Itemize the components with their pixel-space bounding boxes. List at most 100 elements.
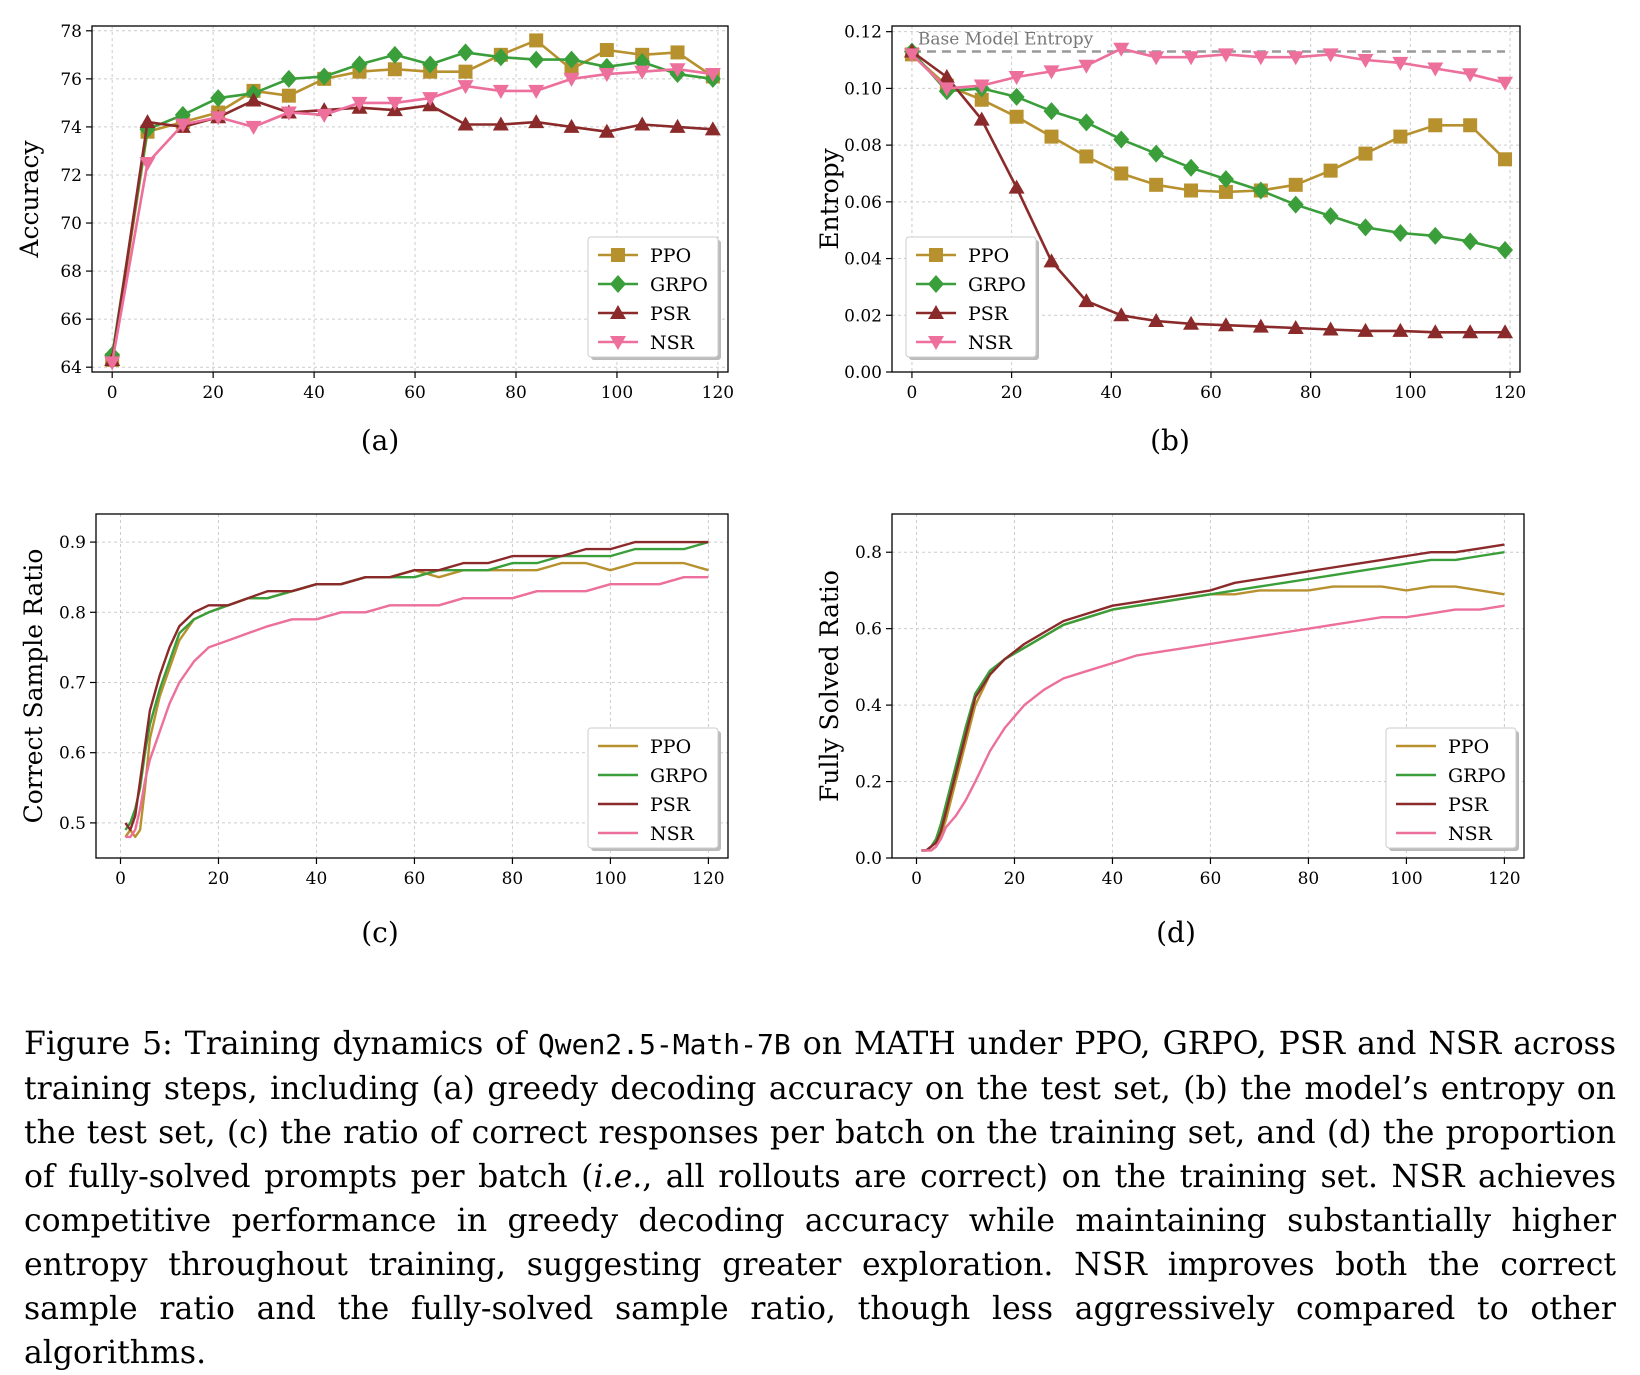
data-point-grpo <box>1392 224 1409 243</box>
data-point-psr <box>139 114 156 129</box>
series-nsr <box>921 604 1505 852</box>
data-point-ppo <box>529 33 544 48</box>
x-tick-label: 40 <box>1102 869 1124 889</box>
series-line-psr <box>911 50 1505 334</box>
plot-frame <box>91 25 729 373</box>
caption-model-name: Qwen2.5-Math-7B <box>537 1028 791 1061</box>
series-line-psr <box>921 543 1505 852</box>
x-tick-label: 80 <box>502 869 524 889</box>
y-tick-label: 68 <box>60 262 82 282</box>
data-point-nsr <box>1392 56 1409 71</box>
legend-label-psr: PSR <box>650 303 691 325</box>
x-tick-label: 20 <box>208 869 230 889</box>
y-tick-label: 0.7 <box>59 673 86 693</box>
y-tick-label: 0.12 <box>844 23 882 43</box>
data-point-grpo <box>563 50 580 69</box>
data-point-psr <box>598 123 615 138</box>
y-tick-label: 0.4 <box>855 696 882 716</box>
y-tick-label: 0.2 <box>855 773 882 793</box>
x-tick-label: 0 <box>911 869 922 889</box>
data-point-grpo <box>351 55 368 74</box>
y-tick-label: 64 <box>60 358 82 378</box>
data-point-ppo <box>1463 118 1478 133</box>
data-point-psr <box>1078 293 1095 308</box>
x-tick-label: 0 <box>107 383 118 403</box>
caption-ie: i.e. <box>593 1159 643 1195</box>
x-tick-label: 60 <box>1200 869 1222 889</box>
accuracy-chart: 0 20 40 60 80 100 120 64 66 68 70 72 74 76 78 Accuracy P… <box>15 22 734 403</box>
legend-label-ppo: PPO <box>968 245 1009 267</box>
y-tick-label: 76 <box>60 70 82 90</box>
x-tick-label: 120 <box>702 383 734 403</box>
data-point-psr <box>245 92 262 107</box>
chart-panel-b: 0 20 40 60 80 100 120 0.00 0.02 0.04 0.06 0.08 0.10 0… <box>800 0 1580 460</box>
data-point-grpo <box>1113 130 1130 149</box>
data-point-ppo <box>1114 166 1129 181</box>
x-tick-label: 0 <box>115 869 126 889</box>
legend-label-nsr: NSR <box>1448 823 1493 845</box>
chart-panel-c: 0 20 40 60 80 100 120 0.5 0.6 0.7 0.8 0.9 Correct Sa… <box>0 490 780 950</box>
plot-frame <box>891 25 1521 373</box>
data-point-grpo <box>1322 207 1339 226</box>
data-point-grpo <box>1008 87 1025 106</box>
legend: PPO GRPO PSR NSR <box>587 236 721 360</box>
data-point-nsr <box>704 68 721 83</box>
data-point-nsr <box>973 79 990 94</box>
legend-marker-psr <box>928 305 944 319</box>
x-tick-label: 80 <box>505 383 527 403</box>
axis-ticks: 0 20 40 60 80 100 120 64 66 68 70 72 74 76 78 <box>60 22 734 403</box>
legend-label-ppo: PPO <box>650 245 691 267</box>
fully-solved-ratio-chart: 0 20 40 60 80 100 120 0.0 0.2 0.4 0.6 0.8 Fully Solv… <box>815 513 1525 889</box>
legend-label-nsr: NSR <box>650 332 695 354</box>
data-point-psr <box>1252 318 1269 333</box>
data-point-psr <box>1287 320 1304 335</box>
data-point-grpo <box>1252 181 1269 200</box>
data-point-psr <box>704 121 721 136</box>
data-point-ppo <box>1358 146 1373 161</box>
data-point-nsr <box>492 84 509 99</box>
x-tick-label: 20 <box>202 383 224 403</box>
x-tick-label: 120 <box>1488 869 1520 889</box>
data-point-psr <box>1357 322 1374 337</box>
data-point-psr <box>1148 312 1165 327</box>
data-point-nsr <box>457 80 474 95</box>
data-point-nsr <box>139 156 156 171</box>
data-point-nsr <box>1287 51 1304 66</box>
data-point-psr <box>1497 324 1514 339</box>
data-point-psr <box>634 116 651 131</box>
data-point-ppo <box>387 62 402 77</box>
caption-part-1: Figure 5: Training dynamics of <box>24 1026 538 1062</box>
data-point-nsr <box>1078 59 1095 74</box>
y-tick-label: 0.02 <box>844 306 882 326</box>
legend-marker-grpo <box>610 275 626 293</box>
y-axis-label: Correct Sample Ratio <box>19 549 48 824</box>
data-point-grpo <box>386 45 403 64</box>
legend-marker-nsr <box>610 336 626 350</box>
x-tick-label: 100 <box>601 383 633 403</box>
base-model-entropy-label: Base Model Entropy <box>918 30 1094 50</box>
legend-label-nsr: NSR <box>968 332 1013 354</box>
data-point-ppo <box>1498 152 1513 167</box>
legend-label-psr: PSR <box>968 303 1009 325</box>
y-tick-label: 66 <box>60 310 82 330</box>
x-tick-label: 20 <box>1001 383 1023 403</box>
data-point-nsr <box>563 72 580 87</box>
data-point-nsr <box>1462 68 1479 83</box>
data-point-nsr <box>316 108 333 123</box>
data-point-nsr <box>174 118 191 133</box>
legend-box <box>905 236 1037 358</box>
series-line-psr <box>124 540 709 832</box>
data-point-psr <box>563 118 580 133</box>
data-point-nsr <box>1148 51 1165 66</box>
x-tick-label: 100 <box>1394 383 1426 403</box>
legend-marker-nsr <box>928 336 944 350</box>
y-tick-label: 0.6 <box>59 744 86 764</box>
data-point-ppo <box>599 43 614 58</box>
x-tick-label: 60 <box>404 869 426 889</box>
data-point-nsr <box>422 92 439 107</box>
legend-label-ppo: PPO <box>1448 736 1489 758</box>
data-point-ppo <box>1184 183 1199 198</box>
legend-marker-grpo <box>928 275 944 293</box>
data-point-ppo <box>974 92 989 107</box>
axis-ticks: 0 20 40 60 80 100 120 0.00 0.02 0.04 0.06 0.08 0.10 0… <box>844 23 1526 403</box>
